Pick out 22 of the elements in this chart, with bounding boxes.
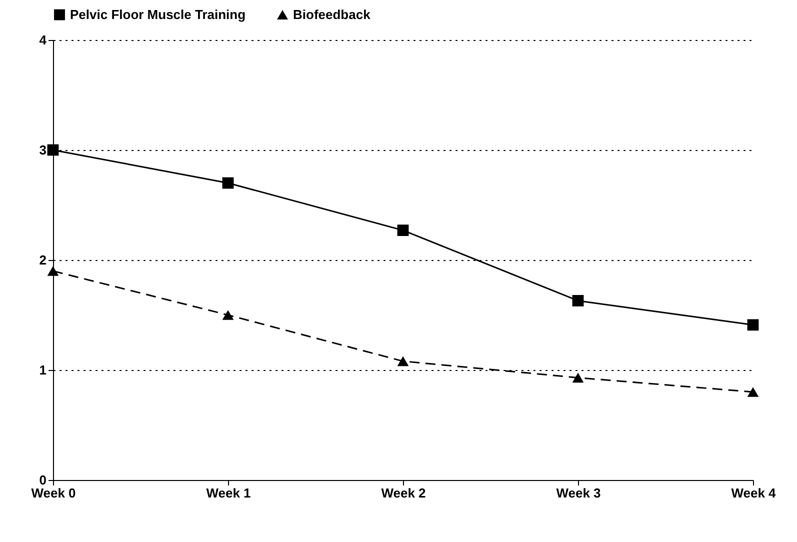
x-tick-label: Week 3 [556, 486, 601, 500]
x-tick-label: Week 2 [381, 486, 426, 500]
y-tick-label: 4 [39, 32, 48, 48]
point [572, 372, 584, 383]
point [397, 224, 409, 236]
point [47, 144, 59, 156]
point [747, 387, 759, 397]
point [397, 356, 409, 366]
legend-label: Biofeedback [293, 6, 372, 22]
x-tick-label: Week 1 [206, 486, 251, 500]
y-tick-label: 2 [39, 252, 46, 268]
point [572, 295, 584, 306]
point [47, 266, 59, 276]
x-tick-label: Week 0 [31, 486, 76, 500]
point [222, 310, 234, 320]
legend-label: Pelvic Floor Muscle Training [70, 6, 246, 22]
point [222, 177, 234, 189]
y-tick-label: 0 [39, 472, 46, 488]
y-tick-label: 1 [39, 362, 46, 378]
point [747, 319, 759, 331]
y-tick-label: 3 [39, 142, 46, 158]
x-tick-label: Week 4 [731, 486, 777, 500]
